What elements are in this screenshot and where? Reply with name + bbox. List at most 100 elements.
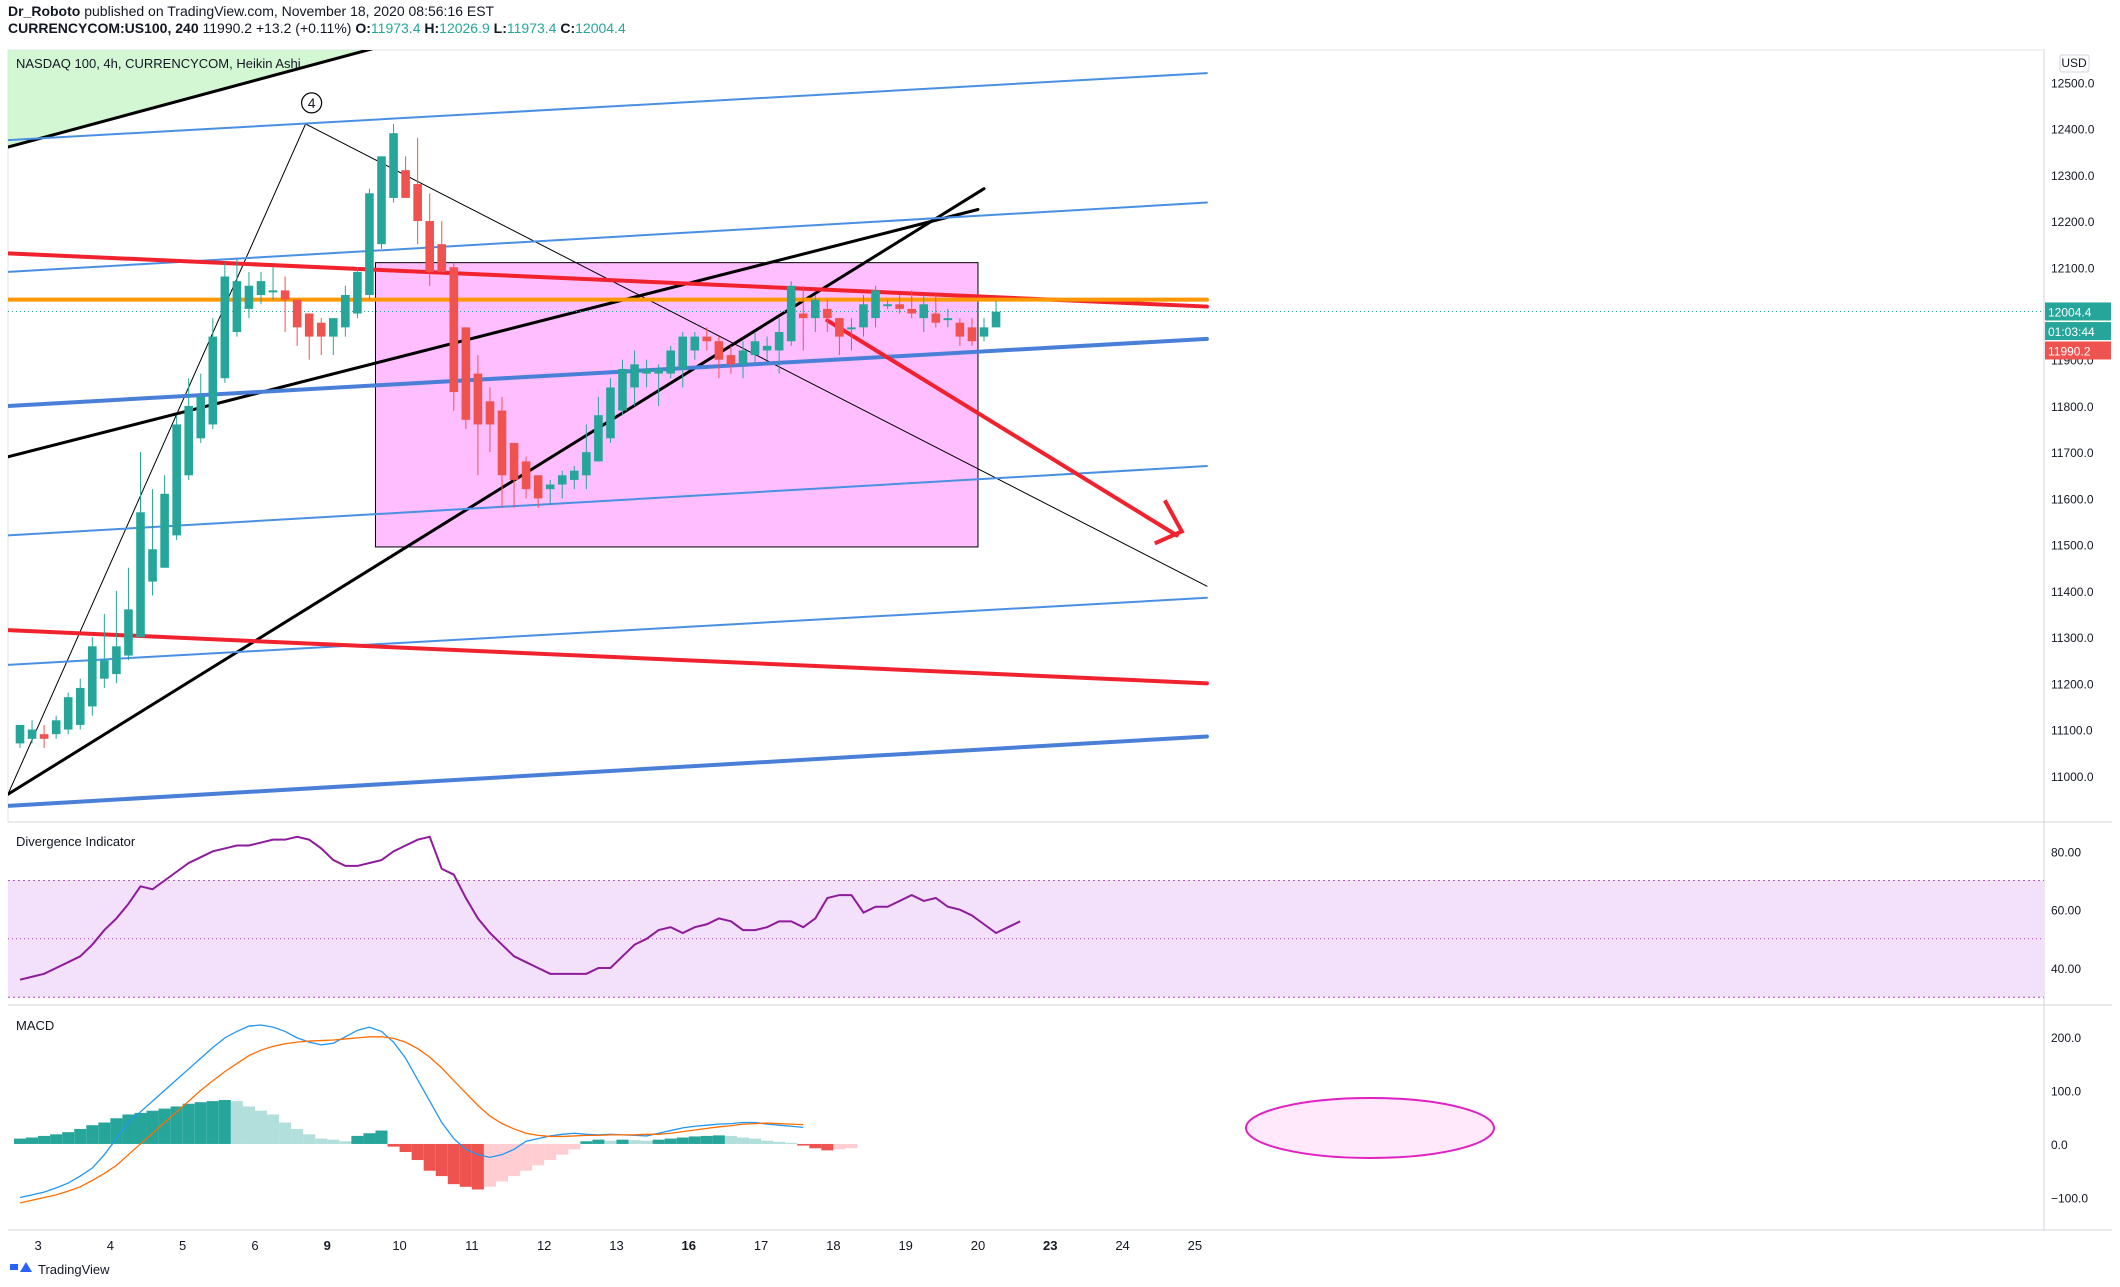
candle	[726, 345, 736, 374]
candle-body	[196, 396, 206, 439]
candle-body	[630, 364, 639, 388]
tradingview-icon	[10, 1262, 32, 1272]
macd-histogram-bar	[471, 1143, 484, 1190]
macd-histogram-bar	[544, 1143, 557, 1161]
macd-histogram-bar	[86, 1125, 99, 1144]
symbol-name[interactable]: CURRENCYCOM:US100, 240	[8, 20, 199, 36]
price-tag	[2045, 341, 2111, 360]
macd-histogram-bar	[580, 1141, 593, 1144]
high-value: 12026.9	[439, 20, 490, 36]
macd-histogram-bar	[122, 1114, 135, 1144]
candle	[979, 318, 989, 342]
candle-body	[606, 387, 615, 439]
candle-body	[473, 373, 483, 425]
price-tick-label: 11300.0	[2051, 631, 2094, 645]
candle	[943, 308, 953, 328]
macd-histogram-bar	[604, 1140, 617, 1144]
candle-body	[642, 368, 651, 374]
candle-body	[461, 327, 471, 420]
candle	[919, 295, 929, 332]
candle	[847, 318, 856, 351]
trend-line-blue-thick-6	[8, 734, 1209, 808]
candle	[786, 281, 796, 346]
candle-body	[449, 267, 459, 393]
candle	[618, 359, 627, 416]
candle-body	[774, 331, 784, 351]
macd-histogram-bar	[134, 1112, 147, 1144]
candle	[473, 355, 483, 476]
main-plot: 4	[8, 50, 2044, 808]
macd-histogram-bar	[254, 1110, 268, 1144]
candle-body	[280, 290, 290, 300]
macd-histogram-bar	[676, 1137, 689, 1144]
candle	[437, 221, 447, 272]
candle-body	[304, 313, 314, 337]
candle	[907, 290, 916, 319]
candle	[172, 415, 181, 541]
macd-histogram-bar	[508, 1143, 521, 1177]
time-tick-label: 16	[682, 1238, 696, 1253]
candle-body	[136, 512, 145, 638]
candle	[654, 364, 663, 406]
price-tag-label: 11990.2	[2048, 344, 2091, 358]
candle	[991, 301, 1001, 328]
close-value: 12004.4	[575, 20, 626, 36]
candle-body	[39, 734, 49, 739]
macd-histogram-bar	[303, 1134, 316, 1144]
candle	[509, 442, 519, 508]
macd-histogram-bar	[483, 1143, 496, 1187]
candle-body	[979, 327, 989, 337]
candle	[545, 479, 555, 504]
candle-body	[160, 493, 169, 568]
candle-body	[63, 697, 73, 730]
candle	[88, 637, 97, 716]
macd-highlight-ellipse	[1245, 1097, 1495, 1159]
chart-header: Dr_Roboto published on TradingView.com, …	[8, 3, 494, 19]
candle	[377, 156, 386, 249]
time-tick-label: 19	[898, 1238, 912, 1253]
price-tag-label: 12004.4	[2048, 305, 2092, 319]
candle	[594, 396, 603, 462]
trend-line-black-channel-top	[8, 50, 374, 149]
candle	[75, 678, 85, 730]
candle	[835, 318, 844, 356]
macd-title: MACD	[16, 1018, 54, 1033]
candle-body	[895, 304, 904, 309]
candle-body	[256, 281, 266, 296]
currency-box	[2059, 54, 2090, 73]
candle	[750, 331, 760, 365]
candle	[304, 313, 314, 360]
candle	[811, 295, 820, 332]
divergence-title: Divergence Indicator	[16, 834, 136, 849]
last-price: 11990.2	[202, 20, 253, 36]
candle-body	[389, 133, 398, 198]
candle	[184, 378, 193, 480]
candle	[292, 299, 302, 346]
candle	[521, 456, 531, 499]
candle-body	[618, 368, 627, 411]
macd-histogram-bar	[568, 1143, 581, 1150]
author-name[interactable]: Dr_Roboto	[8, 3, 81, 19]
candle	[678, 331, 688, 388]
candle-body	[292, 299, 302, 328]
macd-histogram-bar	[688, 1136, 701, 1144]
macd-histogram-bar	[628, 1140, 641, 1144]
macd-histogram-bar	[532, 1143, 545, 1166]
divergence-tick-label: 80.00	[2051, 845, 2081, 859]
time-tick-label: 9	[324, 1238, 331, 1253]
macd-histogram-bar	[38, 1135, 51, 1144]
candle	[232, 258, 242, 337]
trend-line-red-projection	[825, 318, 1179, 538]
candle-body	[883, 304, 892, 307]
price-tick-label: 12500.0	[2051, 76, 2095, 90]
time-tick-label: 3	[34, 1238, 41, 1253]
candle	[967, 318, 977, 346]
macd-histogram-bar	[640, 1140, 653, 1144]
open-value: 11973.4	[370, 20, 421, 36]
candle-body	[750, 341, 760, 356]
candle-body	[835, 318, 844, 337]
time-tick-label: 18	[826, 1238, 840, 1253]
macd-histogram-bar	[712, 1135, 725, 1144]
macd-histogram-bar	[664, 1138, 677, 1144]
